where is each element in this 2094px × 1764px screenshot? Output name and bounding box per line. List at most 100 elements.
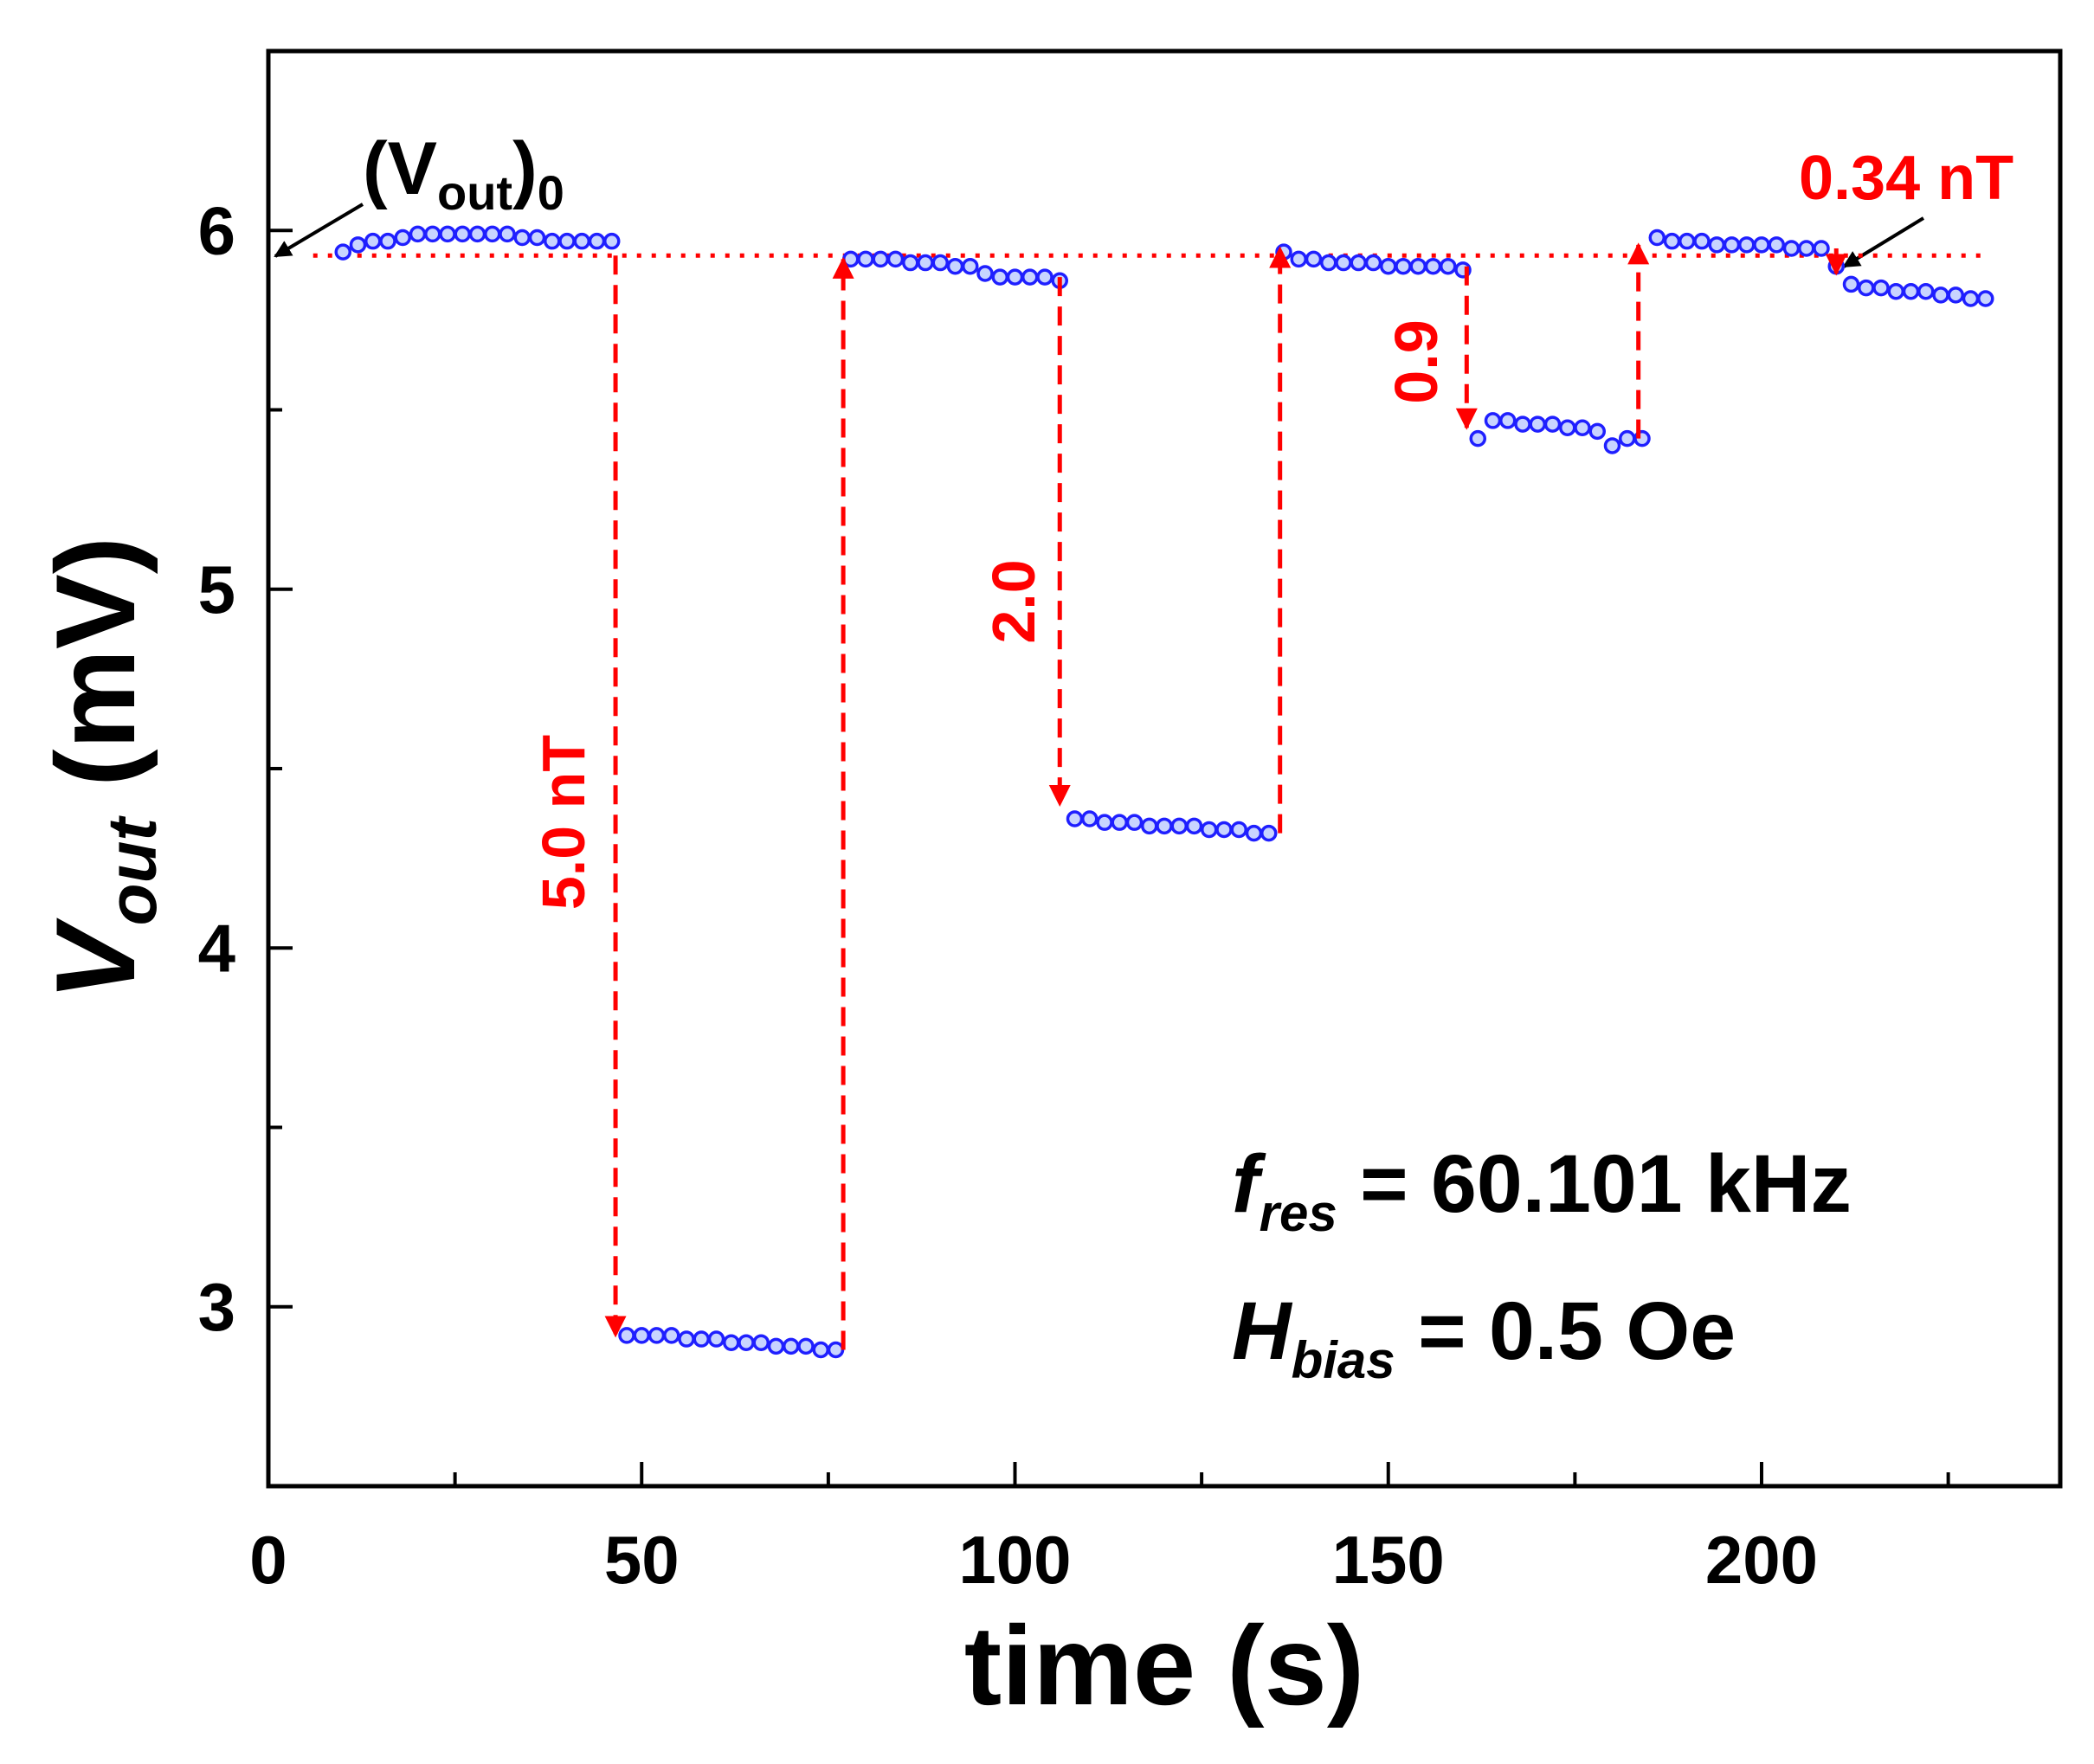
data-point — [1364, 254, 1382, 272]
annotation-part: 2.0 — [980, 559, 1047, 643]
annotation-part: 0.9 — [1382, 319, 1450, 403]
data-point — [1813, 240, 1830, 257]
data-point — [1842, 275, 1860, 293]
data-point — [693, 1330, 710, 1348]
data-point — [1588, 422, 1606, 441]
data-point — [886, 250, 905, 268]
x-tick-label: 150 — [1332, 1522, 1445, 1598]
data-point — [1663, 232, 1681, 250]
annotation-part: 5.0 nT — [530, 735, 597, 910]
data-point — [738, 1334, 755, 1351]
annotation-part: out — [437, 165, 512, 220]
data-point — [1424, 257, 1442, 275]
data-point — [1156, 817, 1173, 835]
data-point — [723, 1334, 740, 1351]
annotation-part: = 0.5 Oe — [1395, 1285, 1736, 1377]
y-axis-title-part: out — [93, 815, 171, 926]
annotation: 0.34 nT — [1799, 144, 2013, 213]
data-point — [663, 1327, 680, 1344]
data-point — [1947, 286, 1964, 304]
x-axis-title: time (s) — [964, 1602, 1364, 1729]
annotation-part: H — [1232, 1285, 1293, 1377]
data-point — [857, 250, 874, 268]
data-point — [424, 225, 441, 243]
data-point — [917, 254, 934, 272]
data-point — [1215, 821, 1233, 839]
data-point — [618, 1327, 635, 1344]
data-point — [394, 229, 411, 247]
y-tick-label: 3 — [198, 1269, 235, 1345]
data-point — [1350, 254, 1367, 272]
data-point — [513, 229, 531, 247]
annotation-part: (V — [363, 127, 437, 210]
data-point — [797, 1337, 815, 1355]
data-point — [1977, 290, 1994, 307]
data-point — [633, 1327, 650, 1344]
plot-frame — [266, 48, 2063, 1489]
data-point — [1141, 817, 1158, 835]
data-point — [499, 225, 516, 243]
data-point — [812, 1341, 829, 1359]
data-point — [409, 225, 427, 243]
data-point — [1380, 257, 1397, 275]
data-point — [1021, 268, 1039, 286]
annotation-part: = 60.101 kHz — [1337, 1138, 1852, 1230]
data-point — [1708, 236, 1725, 254]
data-point — [1529, 415, 1546, 433]
data-point — [1917, 282, 1935, 300]
data-point — [1798, 240, 1815, 257]
data-point — [1543, 415, 1562, 433]
data-point — [827, 1341, 845, 1359]
annotation: (Vout)0 — [363, 127, 564, 220]
data-point — [976, 265, 994, 282]
annotation-part: ) — [512, 127, 538, 210]
data-point — [1335, 254, 1352, 272]
data-point — [1678, 232, 1696, 250]
data-point — [1469, 429, 1486, 447]
data-point — [783, 1337, 800, 1355]
annotation: 0.9 — [1382, 319, 1450, 403]
data-point — [1006, 268, 1024, 286]
data-point — [946, 257, 964, 275]
x-tick-label: 200 — [1705, 1522, 1818, 1598]
data-point — [1245, 824, 1263, 842]
data-point — [1753, 236, 1770, 254]
data-point — [544, 232, 561, 250]
data-point — [962, 257, 979, 275]
data-point — [991, 268, 1008, 286]
data-point — [1066, 810, 1084, 827]
data-point — [648, 1327, 666, 1344]
annotation: 2.0 — [980, 559, 1047, 643]
data-point — [842, 250, 860, 268]
data-point — [1440, 257, 1457, 275]
annotation-part: res — [1260, 1184, 1337, 1242]
data-point — [1782, 240, 1801, 257]
data-point — [1260, 824, 1278, 842]
data-point — [588, 232, 606, 250]
data-point — [1230, 821, 1247, 839]
annotation-part: bias — [1292, 1331, 1395, 1389]
data-point — [573, 232, 590, 250]
x-tick-label: 0 — [249, 1522, 287, 1598]
y-tick-label: 6 — [198, 192, 235, 268]
data-point — [1081, 810, 1099, 827]
data-point — [1125, 814, 1144, 831]
pointer-arrow — [274, 203, 364, 258]
data-point — [1409, 257, 1427, 275]
data-point — [902, 254, 919, 272]
data-point — [767, 1337, 785, 1355]
data-point — [364, 232, 382, 250]
y-axis-title-part: V — [32, 917, 158, 1001]
data-point — [1170, 817, 1188, 835]
y-tick-label: 5 — [198, 551, 235, 628]
data-point — [468, 225, 486, 243]
data-point — [1484, 412, 1502, 429]
annotation: 5.0 nT — [530, 735, 597, 910]
data-point — [439, 225, 456, 243]
data-point — [1096, 814, 1113, 831]
pointer-arrow — [1842, 216, 1925, 268]
data-point — [1693, 232, 1711, 250]
data-point — [528, 229, 546, 247]
data-point — [872, 250, 889, 268]
